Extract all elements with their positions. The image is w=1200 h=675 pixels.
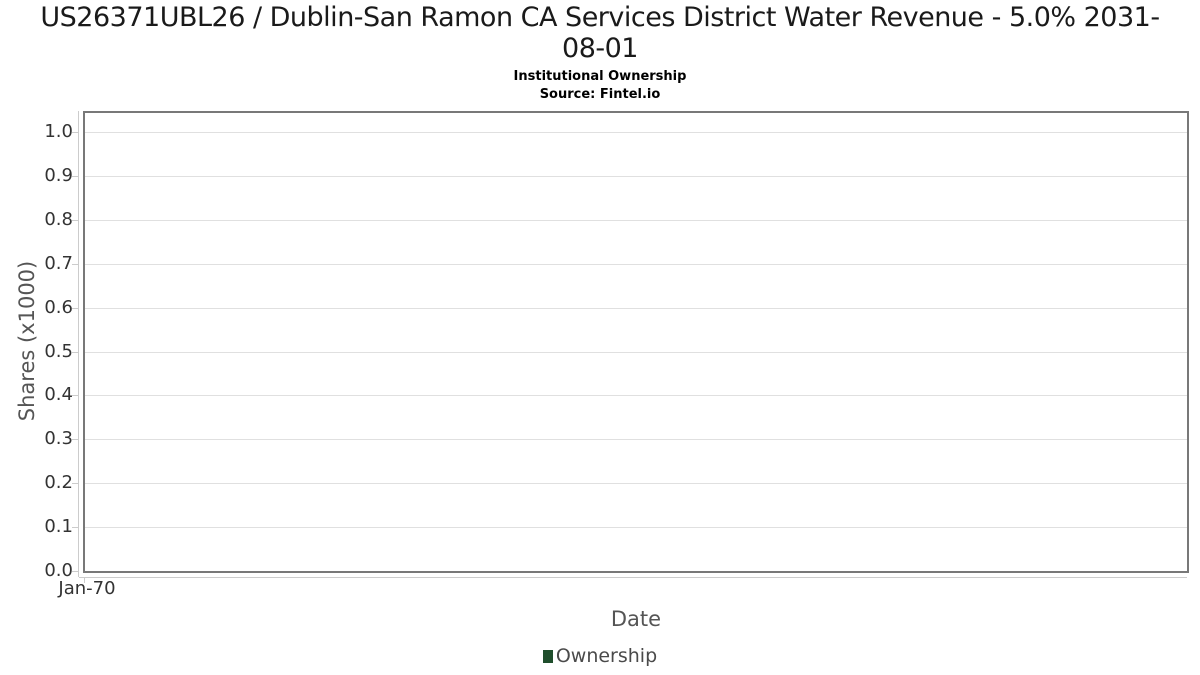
y-tick-label-0.1: 0.1 xyxy=(44,516,73,537)
y-tick-label-0.7: 0.7 xyxy=(44,253,73,274)
gridline-y-0.3 xyxy=(85,439,1187,440)
y-tick-label-0.4: 0.4 xyxy=(44,384,73,405)
x-tick-label: Jan-70 xyxy=(58,578,116,599)
y-tick-label-0.9: 0.9 xyxy=(44,165,73,186)
chart-subtitle: Institutional Ownership xyxy=(513,69,687,84)
y-axis-line xyxy=(78,111,79,577)
gridline-y-0.7 xyxy=(85,264,1187,265)
legend-label-ownership: Ownership xyxy=(555,645,658,667)
x-axis-title: Date xyxy=(610,607,662,631)
y-tick-mark-0.1 xyxy=(72,527,78,528)
gridline-y-0.9 xyxy=(85,176,1187,177)
gridline-y-1.0 xyxy=(85,132,1187,133)
y-axis-title: Shares (x1000) xyxy=(15,260,39,422)
gridline-y-0.8 xyxy=(85,220,1187,221)
y-tick-mark-0.2 xyxy=(72,483,78,484)
x-axis-line xyxy=(79,577,1187,578)
chart-header: US26371UBL26 / Dublin-San Ramon CA Servi… xyxy=(0,2,1200,103)
gridline-y-0.6 xyxy=(85,308,1187,309)
legend: Ownership xyxy=(0,645,1200,667)
y-tick-mark-0.5 xyxy=(72,352,78,353)
gridline-y-0.1 xyxy=(85,527,1187,528)
y-tick-mark-0.0 xyxy=(72,571,78,572)
gridline-y-0.4 xyxy=(85,395,1187,396)
legend-marker-ownership xyxy=(542,649,553,663)
y-tick-label-0.3: 0.3 xyxy=(44,428,73,449)
x-tick-mark xyxy=(84,578,85,583)
y-tick-mark-0.7 xyxy=(72,264,78,265)
plot-area xyxy=(83,111,1189,573)
y-tick-label-1.0: 1.0 xyxy=(44,121,73,142)
y-tick-label-0.2: 0.2 xyxy=(44,472,73,493)
y-tick-mark-0.6 xyxy=(72,308,78,309)
y-tick-label-0.8: 0.8 xyxy=(44,209,73,230)
y-tick-mark-0.3 xyxy=(72,439,78,440)
y-tick-label-0.5: 0.5 xyxy=(44,341,73,362)
y-tick-mark-0.8 xyxy=(72,220,78,221)
gridline-y-0.2 xyxy=(85,483,1187,484)
y-tick-mark-0.9 xyxy=(72,176,78,177)
y-tick-label-0.0: 0.0 xyxy=(44,560,73,581)
y-tick-mark-1.0 xyxy=(72,132,78,133)
chart-title: US26371UBL26 / Dublin-San Ramon CA Servi… xyxy=(40,2,1160,64)
y-tick-mark-0.4 xyxy=(72,395,78,396)
chart-source: Source: Fintel.io xyxy=(539,87,661,102)
gridline-y-0.5 xyxy=(85,352,1187,353)
y-tick-label-0.6: 0.6 xyxy=(44,297,73,318)
